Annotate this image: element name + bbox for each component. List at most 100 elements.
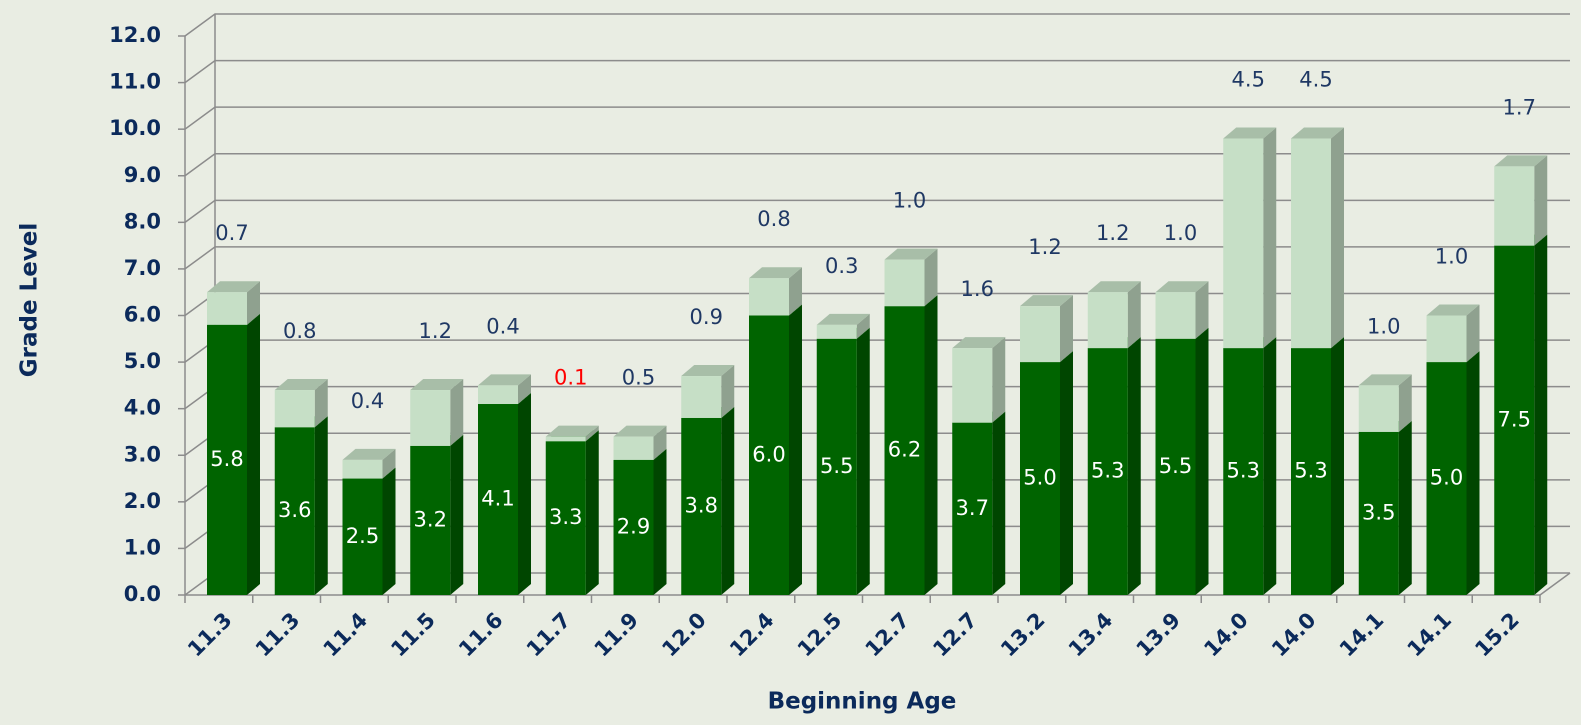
bar-side (856, 313, 870, 339)
y-tick-label: 2.0 (124, 489, 161, 513)
bar-side (314, 379, 328, 428)
bar-top (1223, 127, 1277, 139)
data-label: 1.2 (1096, 221, 1129, 245)
bar (207, 324, 247, 595)
bar-side (856, 327, 870, 595)
bar-segment (749, 304, 802, 595)
bar-top (1155, 281, 1209, 293)
bar-side (1534, 155, 1548, 246)
bar-side (1263, 127, 1277, 349)
bar-segment (274, 379, 328, 428)
bar-side (585, 425, 599, 442)
bar-side (1398, 420, 1412, 595)
bar-top (1087, 281, 1141, 293)
bar-side (1263, 337, 1277, 595)
data-label: 1.7 (1503, 95, 1536, 119)
bar (1020, 306, 1060, 363)
bar-segment (952, 411, 1006, 595)
bar (410, 390, 451, 446)
bar (681, 417, 722, 595)
y-tick-label: 3.0 (124, 442, 161, 466)
bar-segment (478, 374, 531, 405)
bar-segment (1494, 155, 1548, 246)
bar-segment (410, 434, 464, 595)
bar-segment (884, 248, 938, 307)
bar (1155, 292, 1196, 339)
bar-side (1195, 327, 1209, 595)
bar-side (789, 267, 802, 316)
data-label: 5.3 (1227, 459, 1260, 483)
data-label: 5.5 (820, 454, 853, 478)
bar-top (342, 448, 396, 460)
bar-side (1060, 351, 1073, 595)
bar (274, 390, 315, 428)
data-label: 6.2 (888, 438, 921, 462)
bar (1358, 385, 1399, 432)
bar-top (274, 379, 328, 391)
data-label: 5.0 (1430, 466, 1463, 490)
bar-side (1331, 127, 1344, 349)
bar (749, 278, 789, 316)
bar (1291, 348, 1331, 595)
bar-side (1466, 351, 1480, 595)
bar-segment (1223, 127, 1277, 349)
data-label: 1.0 (893, 189, 926, 213)
bar-side (721, 406, 735, 595)
bar-side (1398, 374, 1412, 432)
bar (1020, 362, 1060, 595)
bar-side (585, 430, 599, 595)
data-label: 1.0 (1164, 221, 1197, 245)
y-tick-label: 11.0 (109, 70, 161, 94)
y-tick-label: 8.0 (124, 209, 161, 233)
bar-top (1291, 127, 1344, 139)
data-label: 3.6 (278, 498, 311, 522)
bar-top (1426, 304, 1480, 316)
bar-top (884, 248, 938, 260)
bar-segment (545, 425, 599, 442)
bar-side (1127, 337, 1141, 595)
bar (410, 445, 451, 595)
bar (613, 459, 654, 595)
bar (952, 348, 993, 423)
data-label: 0.4 (351, 389, 384, 413)
y-tick-label: 6.0 (124, 303, 161, 327)
bar (478, 385, 518, 405)
bar (816, 324, 857, 339)
bar (1223, 348, 1264, 595)
data-label: 6.0 (752, 442, 785, 466)
bar-segment (207, 313, 260, 595)
bar-segment (1494, 234, 1548, 595)
bar (1494, 245, 1535, 595)
data-label: 0.1 (554, 366, 587, 390)
data-label: 3.5 (1362, 500, 1395, 524)
bar-side (721, 365, 735, 418)
bar-side (992, 411, 1006, 595)
data-label: 7.5 (1498, 407, 1531, 431)
bar (816, 338, 857, 595)
data-label: 4.5 (1299, 67, 1332, 91)
bar-side (450, 434, 464, 595)
bar-side (518, 374, 531, 405)
bar-segment (952, 337, 1006, 423)
bar-side (450, 379, 464, 446)
bar-side (924, 295, 938, 595)
data-label: 5.3 (1091, 459, 1124, 483)
bar-top (613, 425, 667, 437)
bar-segment (613, 425, 667, 460)
bar (1426, 315, 1467, 363)
bar-segment (410, 379, 464, 446)
bar-side (382, 467, 396, 595)
bar-top (478, 374, 531, 386)
bar-segment (1426, 304, 1480, 363)
floor-edge (1539, 572, 1571, 596)
bar-segment (1223, 337, 1277, 595)
data-label: 0.3 (825, 254, 858, 278)
bar-segment (274, 416, 328, 595)
bar (1494, 166, 1535, 246)
bar-segment (342, 448, 396, 479)
bar (545, 441, 586, 595)
bar (681, 376, 722, 418)
data-label: 1.6 (961, 277, 994, 301)
bar-segment (1155, 281, 1209, 339)
bar-top (1358, 374, 1412, 386)
